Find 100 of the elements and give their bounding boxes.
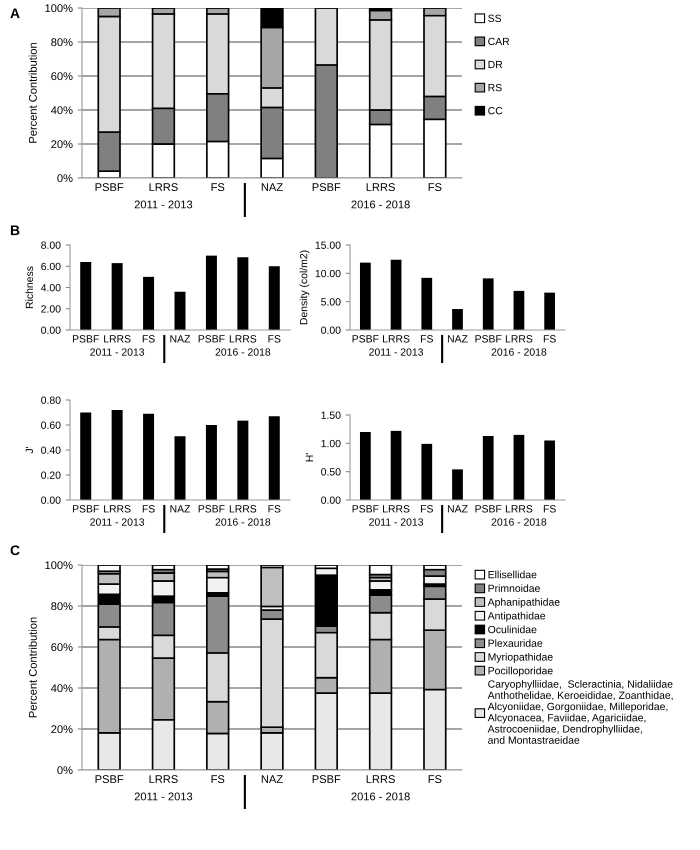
bar	[268, 416, 280, 500]
x-tick-label: LRRS	[150, 775, 178, 784]
text: 2016 - 2018	[351, 200, 410, 208]
bar	[360, 262, 371, 330]
bar	[544, 440, 556, 500]
y-tick-label: 40%	[50, 106, 73, 114]
bar	[143, 276, 154, 330]
bar	[421, 278, 432, 330]
x-tick-label: NAZ	[262, 775, 283, 783]
chart-title: B	[10, 226, 20, 236]
legend-label: Aphanipathidae	[488, 598, 560, 608]
x-tick-label: NAZ	[170, 335, 190, 342]
bar	[206, 256, 217, 330]
y-tick-label: 0.00	[41, 326, 61, 334]
y-tick-label: 0%	[57, 174, 73, 182]
y-tick-label: 15.00	[316, 242, 341, 249]
text: 2016 - 2018	[216, 518, 270, 526]
x-tick-label: FS	[268, 505, 280, 513]
x-tick-label: LRRS	[506, 505, 532, 513]
x-tick-label: FS	[544, 335, 556, 343]
bar	[390, 430, 402, 500]
x-tick-label: FS	[544, 505, 556, 513]
x-tick-label: LRRS	[383, 335, 410, 343]
y-tick-label: 5.00	[321, 298, 341, 306]
y-tick-label: 10.00	[316, 270, 341, 278]
y-tick-label: 0.60	[41, 422, 61, 429]
legend-label: Caryophylliidae, Scleractinia, Nidaliidae Anthothelidae, Keroeididae, Zoanthidae, Alcyoniidae, Gorgoniidae, Milleporidae, Alcyonacea, Faviidae, Agariciidae, Astrocoeniidae, Dendrophylliidae, and Montastraeidae	[488, 680, 673, 744]
bar	[143, 414, 154, 500]
x-tick-label: NAZ	[448, 505, 468, 512]
x-tick-label: FS	[142, 335, 155, 343]
x-tick-label: PSBF	[198, 335, 225, 343]
y-axis-title: Richness	[25, 266, 34, 308]
x-tick-label: FS	[212, 183, 224, 192]
bar	[544, 292, 556, 330]
y-axis-title: J'	[26, 446, 34, 454]
y-axis-title: Density (col/m2)	[300, 250, 310, 324]
y-tick-label: 80%	[51, 38, 73, 46]
bar	[482, 278, 494, 330]
x-tick-label: FS	[420, 505, 433, 513]
x-tick-label: PSBF	[96, 183, 124, 192]
bar	[260, 732, 284, 770]
y-tick-label: 0%	[57, 766, 73, 774]
x-tick-label: PSBF	[312, 183, 340, 192]
bar	[237, 257, 248, 330]
y-tick-label: 2.00	[41, 305, 61, 313]
x-tick-label: LRRS	[366, 775, 395, 784]
y-axis-title: H'	[306, 453, 313, 462]
chart-title: A	[10, 8, 20, 18]
bar	[80, 412, 92, 500]
y-tick-label: 0.00	[41, 496, 61, 504]
y-axis-title: Percent Contribution	[28, 43, 37, 143]
legend-label: RS	[488, 84, 502, 92]
x-tick-label: NAZ	[262, 183, 283, 191]
legend-label: Pocilloporidae	[488, 666, 553, 676]
x-tick-label: PSBF	[475, 505, 502, 513]
x-tick-label: NAZ	[170, 505, 190, 512]
bar	[482, 436, 494, 500]
x-tick-label: FS	[420, 335, 433, 343]
bar	[152, 565, 176, 571]
text: 2016 - 2018	[216, 348, 270, 356]
text: 2011 - 2013	[134, 792, 192, 800]
legend-label: DR	[488, 60, 502, 68]
x-tick-label: FS	[142, 505, 155, 513]
legend-label: CAR	[488, 38, 510, 46]
legend-label: Oculinidae	[488, 626, 536, 634]
bar	[514, 434, 524, 500]
text: 2011 - 2013	[134, 200, 192, 208]
legend-label: Antipathidae	[488, 612, 546, 622]
bar	[112, 410, 123, 500]
y-tick-label: 20%	[51, 725, 73, 734]
bar	[97, 565, 121, 572]
bar	[390, 260, 402, 330]
x-tick-label: LRRS	[383, 505, 410, 513]
y-tick-label: 1.50	[321, 412, 341, 419]
x-tick-label: LRRS	[150, 183, 178, 192]
y-tick-label: 0.00	[321, 496, 341, 504]
x-tick-label: NAZ	[448, 335, 468, 342]
bar	[237, 420, 248, 500]
x-tick-label: LRRS	[104, 505, 131, 513]
bar	[174, 292, 186, 330]
x-tick-label: PSBF	[198, 505, 225, 513]
text: 2016 - 2018	[351, 792, 410, 800]
chart-title: C	[10, 545, 20, 556]
y-tick-label: 6.00	[41, 262, 61, 270]
bar	[452, 309, 463, 330]
y-tick-label: 0.00	[321, 326, 341, 334]
y-tick-label: 0.40	[41, 446, 61, 454]
x-tick-label: FS	[268, 335, 280, 343]
x-tick-label: PSBF	[312, 775, 340, 784]
legend-label: SS	[488, 14, 502, 22]
y-tick-label: 8.00	[41, 242, 61, 249]
x-tick-label: LRRS	[230, 335, 256, 343]
text: 2011 - 2013	[90, 518, 144, 526]
text: 2011 - 2013	[369, 518, 424, 526]
y-tick-label: 20%	[51, 140, 73, 148]
y-tick-label: 0.50	[321, 468, 341, 476]
bar	[268, 266, 280, 330]
y-tick-label: 80%	[51, 602, 73, 610]
x-tick-label: FS	[428, 775, 442, 784]
x-tick-label: PSBF	[475, 335, 502, 343]
